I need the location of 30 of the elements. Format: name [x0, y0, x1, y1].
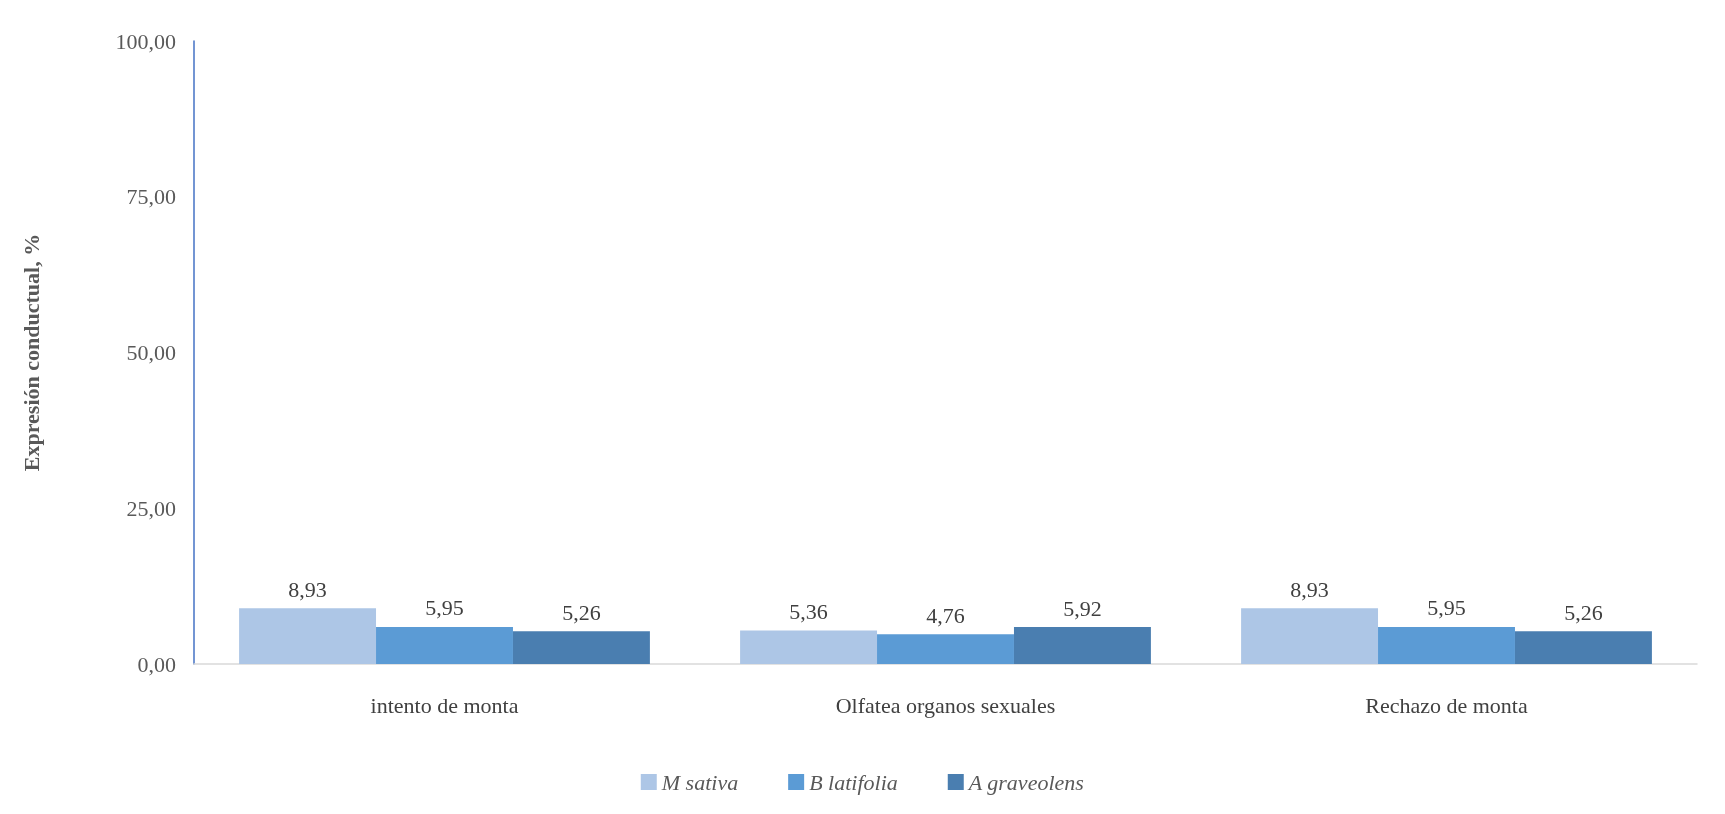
data-label: 5,36: [789, 599, 828, 625]
y-tick-label: 100,00: [115, 28, 176, 54]
legend-label: M sativa: [660, 769, 739, 795]
bar: [512, 631, 650, 664]
y-tick-label: 75,00: [126, 184, 176, 210]
data-label: 8,93: [1290, 576, 1329, 602]
bar: [239, 608, 377, 664]
y-axis-title: Expresión conductual, %: [18, 233, 44, 472]
x-tick-label: Olfatea organos sexuales: [835, 692, 1056, 718]
bar: [1241, 608, 1379, 664]
y-tick-label: 50,00: [126, 340, 176, 365]
bar: [740, 630, 878, 664]
data-label: 5,92: [1063, 595, 1102, 621]
data-label: 5,26: [562, 599, 601, 625]
y-tick-label: 25,00: [126, 495, 176, 521]
data-label: 8,93: [288, 576, 327, 602]
x-tick-label: Rechazo de monta: [1365, 692, 1528, 718]
x-tick-label: intento de monta: [370, 692, 519, 718]
data-label: 5,95: [1427, 595, 1466, 621]
data-label: 5,26: [1564, 599, 1603, 625]
bar: [1514, 631, 1652, 664]
bar: [1013, 627, 1151, 664]
bar: [376, 626, 513, 664]
legend-label: B latifolia: [809, 769, 898, 795]
bar: [1378, 626, 1515, 664]
data-label: 4,76: [926, 602, 965, 628]
data-label: 5,95: [425, 595, 464, 621]
bar: [877, 634, 1014, 664]
y-tick-label: 0,00: [137, 651, 176, 677]
legend-label: A graveolens: [966, 769, 1084, 795]
